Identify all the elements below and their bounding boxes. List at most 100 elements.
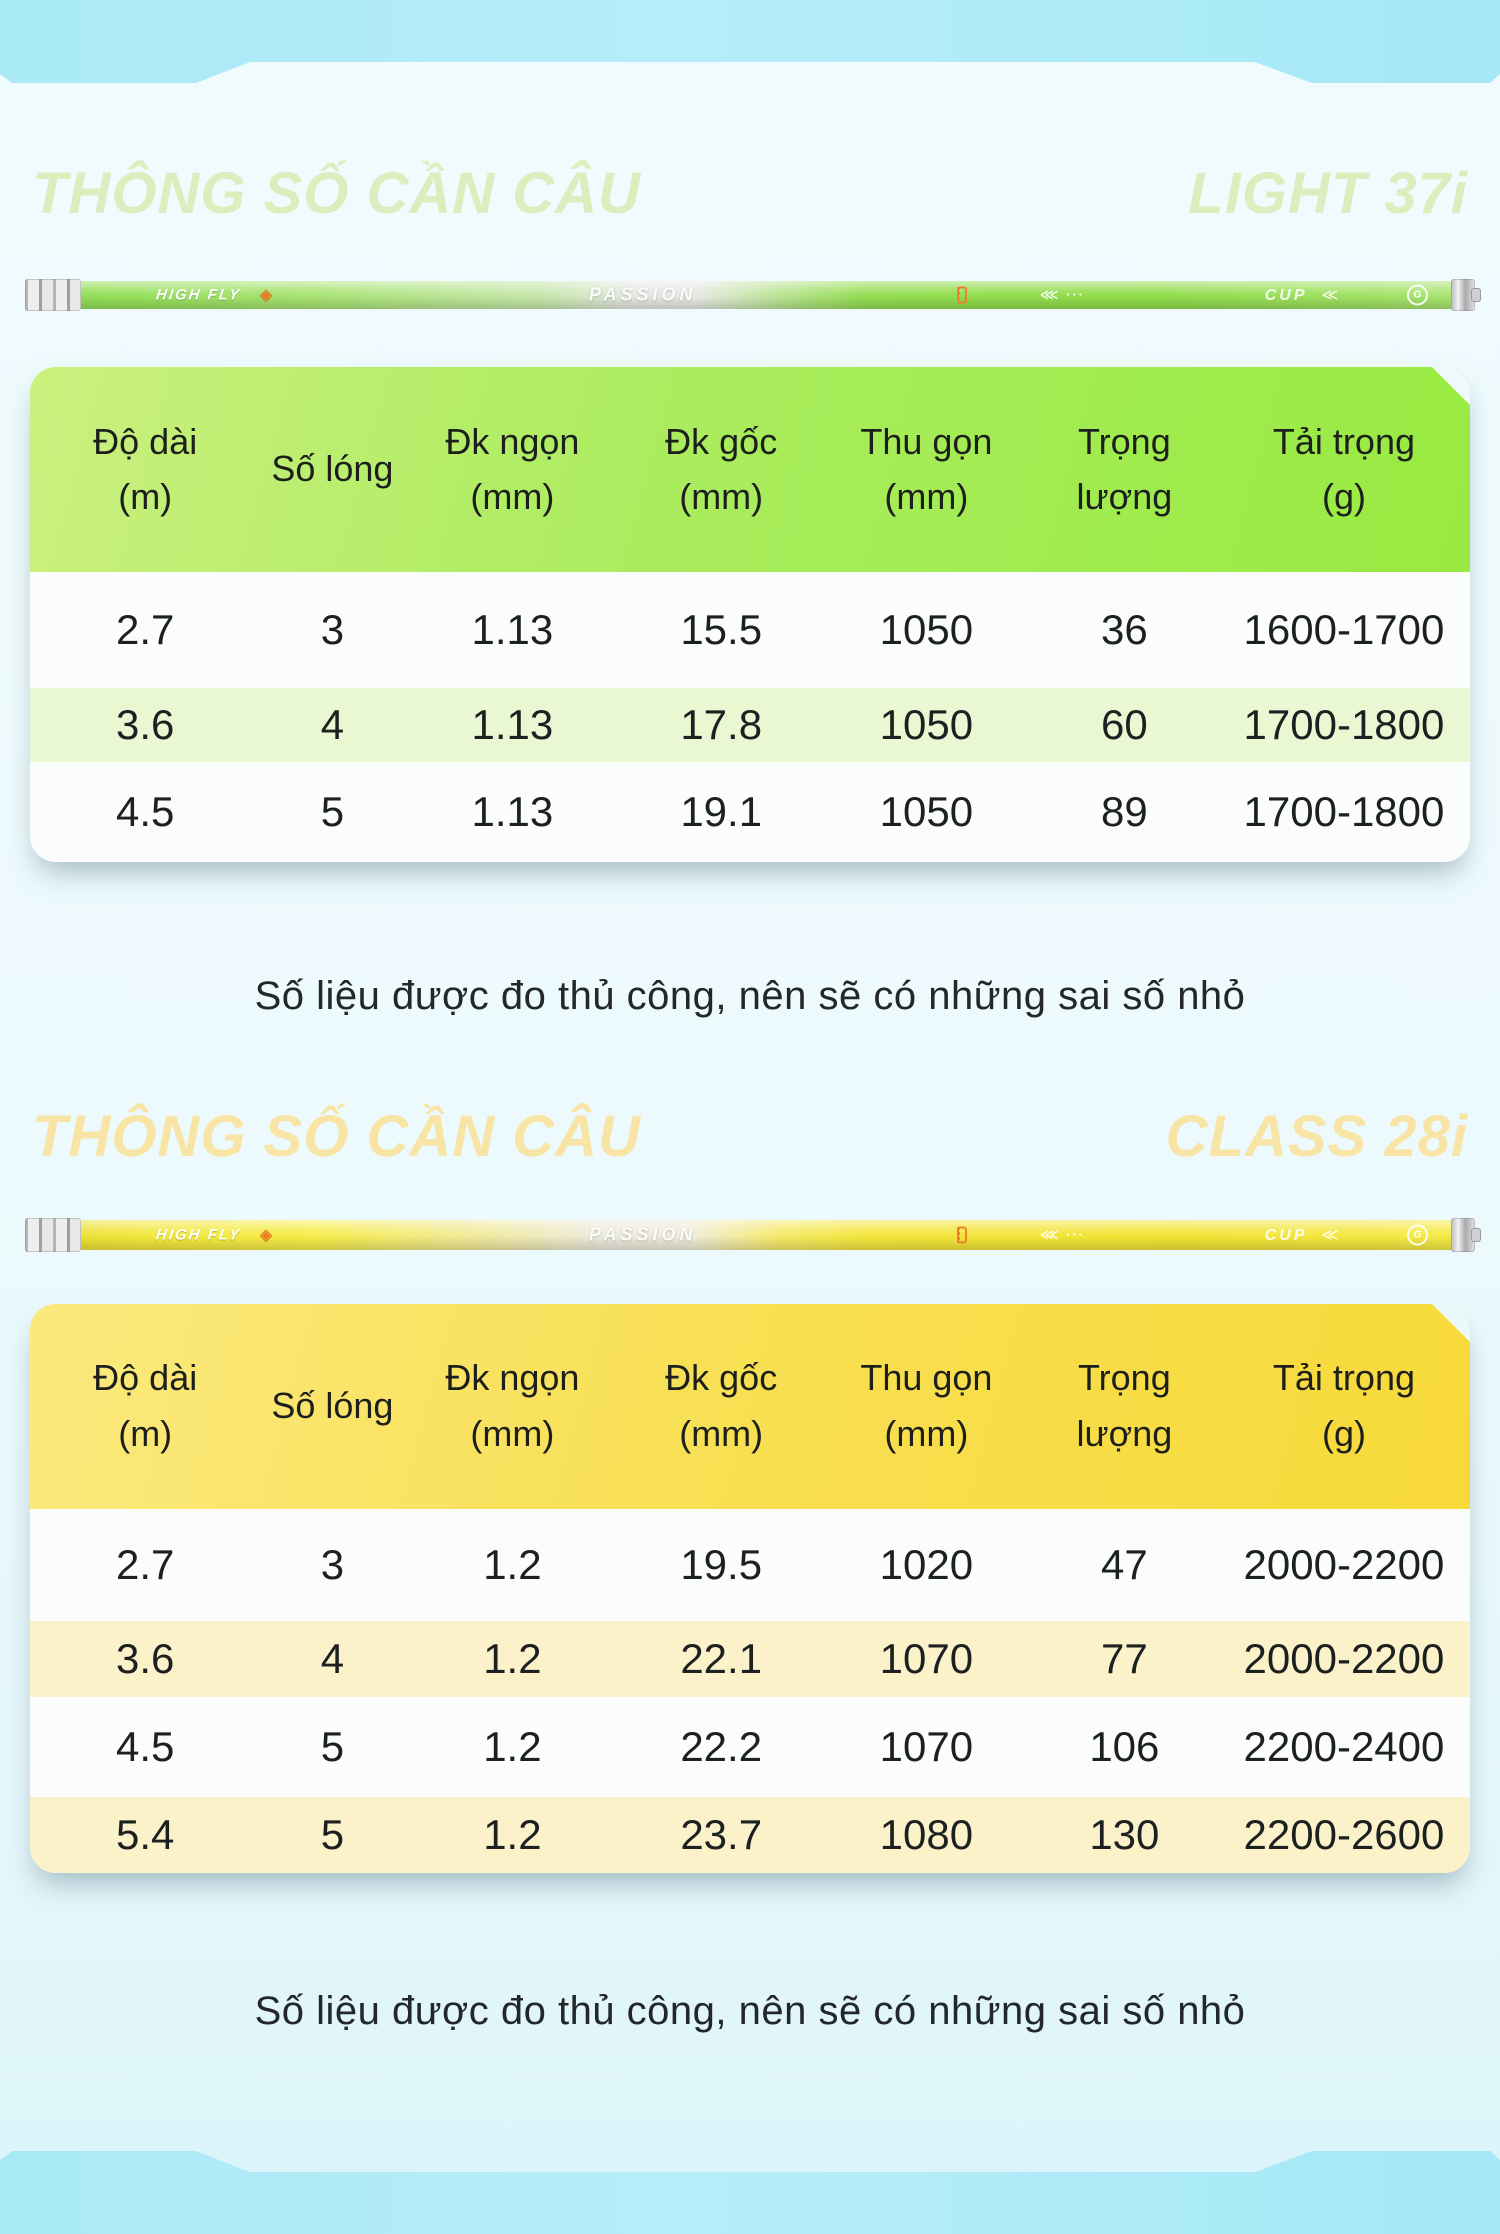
rod-series-label: PASSION [588, 284, 697, 305]
bottom-cyan-band [0, 2151, 1500, 2234]
column-header-sections: Số lóng [271, 1385, 394, 1427]
cell: 2200-2600 [1243, 1810, 1445, 1858]
table-row: 2.7 3 1.13 15.5 1050 36 1600-1700 [30, 571, 1470, 688]
brand-diamond-icon: ◈ [259, 286, 273, 304]
cell: 4 [320, 1634, 345, 1682]
cell: 4.5 [116, 1722, 175, 1770]
table-row: 5.4 5 1.2 23.7 1080 130 2200-2600 [30, 1796, 1470, 1873]
cell: 1700-1800 [1243, 787, 1445, 835]
section-header-class-28i: THÔNG SỐ CẦN CÂU CLASS 28i [0, 1103, 1500, 1169]
brand-diamond-icon: ◈ [259, 1226, 273, 1244]
cell: 1.2 [483, 1540, 542, 1588]
column-header-tip-diameter: Đk ngọn (mm) [445, 420, 580, 518]
rod-image-light-37i: HIGH FLY ◈ PASSION ⋘ ··· CUP ≪ G [25, 278, 1481, 311]
cell: 5 [320, 1810, 345, 1858]
cell: 1.13 [471, 787, 554, 835]
cell: 2000-2200 [1243, 1540, 1445, 1588]
cell: 1070 [879, 1634, 974, 1682]
cell: 1.13 [471, 700, 554, 748]
rod-cup-label: CUP ≪ [1264, 286, 1342, 304]
column-header-load: Tải trọng (g) [1272, 420, 1415, 518]
double-chevron-icon: ≪ [1321, 286, 1342, 304]
cell: 22.2 [680, 1722, 763, 1770]
column-header-weight: Trọng lượng [1076, 1357, 1173, 1455]
measurement-note: Số liệu được đo thủ công, nên sẽ có nhữn… [254, 973, 1246, 1018]
cell: 3 [320, 1540, 345, 1588]
cell: 1.13 [471, 605, 554, 653]
rod-image-class-28i: HIGH FLY ◈ PASSION ⋘ ··· CUP ≪ G [25, 1217, 1481, 1252]
cell: 1.2 [483, 1810, 542, 1858]
brand-logo-icon: G [1406, 284, 1428, 306]
cell: 1050 [879, 700, 974, 748]
column-header-closed-length: Thu gọn (mm) [860, 420, 993, 518]
cell: 2000-2200 [1243, 1634, 1445, 1682]
cell: 47 [1101, 1540, 1148, 1588]
cell: 77 [1101, 1634, 1148, 1682]
cell: 1700-1800 [1243, 700, 1445, 748]
table-row: 4.5 5 1.13 19.1 1050 89 1700-1800 [30, 761, 1470, 862]
table-row: 3.6 4 1.2 22.1 1070 77 2000-2200 [30, 1620, 1470, 1697]
rod-highlight [25, 280, 1475, 309]
column-header-butt-diameter: Đk gốc (mm) [665, 420, 778, 518]
rod-end-plug-icon [1471, 287, 1481, 302]
cell: 36 [1101, 605, 1148, 653]
cell: 4.5 [116, 787, 175, 835]
cell: 15.5 [680, 605, 763, 653]
rod-highlight [25, 1219, 1475, 1250]
brand-logo-icon: G [1406, 1224, 1428, 1246]
spec-table-class-28i: Độ dài (m) Số lóng Đk ngọn (mm) Đk gốc (mm)… [30, 1303, 1470, 1873]
speed-lines-icon: ⋘ ··· [1040, 1226, 1086, 1242]
spec-table-light-37i: Độ dài (m) Số lóng Đk ngọn (mm) Đk gốc (mm)… [30, 366, 1470, 862]
cell: 23.7 [680, 1810, 763, 1858]
model-name: CLASS 28i [1165, 1103, 1468, 1169]
cell: 1020 [879, 1540, 974, 1588]
table-header-row: Độ dài (m) Số lóng Đk ngọn (mm) Đk gốc (mm)… [30, 1303, 1470, 1509]
cell: 106 [1089, 1722, 1160, 1770]
cell: 5.4 [116, 1810, 175, 1858]
cell: 3.6 [116, 1634, 175, 1682]
cell: 1080 [879, 1810, 974, 1858]
top-cyan-band [0, 0, 1500, 83]
cell: 17.8 [680, 700, 763, 748]
column-header-length: Độ dài (m) [93, 420, 198, 518]
column-header-closed-length: Thu gọn (mm) [860, 1357, 993, 1455]
cell: 22.1 [680, 1634, 763, 1682]
cell: 4 [320, 700, 345, 748]
cell: 1600-1700 [1243, 605, 1445, 653]
cell: 1050 [879, 605, 974, 653]
table-row: 2.7 3 1.2 19.5 1020 47 2000-2200 [30, 1508, 1470, 1621]
cell: 3.6 [116, 700, 175, 748]
model-name: LIGHT 37i [1188, 161, 1468, 226]
cell: 5 [320, 1722, 345, 1770]
column-header-length: Độ dài (m) [93, 1357, 198, 1455]
cell: 60 [1101, 700, 1148, 748]
cell: 2.7 [116, 605, 175, 653]
table-row: 3.6 4 1.13 17.8 1050 60 1700-1800 [30, 687, 1470, 762]
cell: 130 [1089, 1810, 1160, 1858]
cell: 19.5 [680, 1540, 763, 1588]
cell: 1.2 [483, 1634, 542, 1682]
table-header-row: Độ dài (m) Số lóng Đk ngọn (mm) Đk gốc (mm)… [30, 366, 1470, 572]
speed-lines-icon: ⋘ ··· [1040, 286, 1086, 302]
rod-series-label: PASSION [588, 1224, 697, 1245]
cell: 19.1 [680, 787, 763, 835]
table-row: 4.5 5 1.2 22.2 1070 106 2200-2400 [30, 1696, 1470, 1797]
rod-end-plug-icon [1471, 1227, 1481, 1242]
page-title: THÔNG SỐ CẦN CÂU [32, 161, 641, 226]
cell: 5 [320, 787, 345, 835]
column-header-sections: Số lóng [271, 448, 394, 490]
column-header-tip-diameter: Đk ngọn (mm) [445, 1357, 580, 1455]
column-header-load: Tải trọng (g) [1272, 1357, 1415, 1455]
rod-cup-label: CUP ≪ [1264, 1226, 1342, 1244]
cell: 1.2 [483, 1722, 542, 1770]
cell: 1070 [879, 1722, 974, 1770]
column-header-weight: Trọng lượng [1076, 420, 1173, 518]
rod-butt-cap-icon [25, 278, 81, 311]
double-chevron-icon: ≪ [1321, 1226, 1342, 1244]
column-header-butt-diameter: Đk gốc (mm) [665, 1357, 778, 1455]
rod-butt-cap-icon [25, 1217, 81, 1252]
rod-brand-label: HIGH FLY [154, 1226, 242, 1244]
cell: 1050 [879, 787, 974, 835]
measurement-note: Số liệu được đo thủ công, nên sẽ có nhữn… [254, 1988, 1246, 2033]
